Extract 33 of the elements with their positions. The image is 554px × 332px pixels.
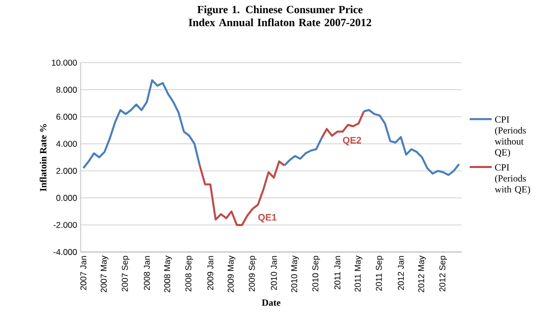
x-tick-label: 2008 Jan: [144, 256, 150, 290]
x-tick-label: 2012 Jan: [398, 256, 404, 290]
legend-label: CPI (Periods without QE): [494, 116, 526, 158]
annotation: QE2: [342, 136, 362, 146]
y-tick-label: 6.000: [56, 114, 77, 120]
y-tick-label: 2.000: [56, 168, 77, 174]
x-tick-label: 2012 Sep: [439, 256, 448, 292]
x-tick-label: 2012 May: [418, 256, 426, 292]
x-tick-label: 2010 Jan: [270, 256, 277, 290]
x-axis-title: Date: [262, 300, 280, 306]
chart-title: Figure 1. Chinese Consumer Price Index Annual Inflaton Rate 2007-2012: [188, 6, 372, 26]
y-tick-label: 4.000: [56, 140, 77, 147]
x-tick-label: 2009 May: [228, 256, 236, 292]
y-tick-label: -2.000: [54, 222, 77, 228]
annotation: QE1: [258, 214, 277, 222]
x-tick-label: 2007 Jan: [80, 256, 86, 290]
x-tick-label: 2011 Sep: [376, 256, 384, 291]
x-tick-label: 2011 May: [354, 256, 362, 292]
x-tick-label: 2009 Jan: [207, 256, 214, 290]
x-tick-label: 2011 Jan: [334, 256, 340, 290]
y-axis-title: Inflatoin Rate %: [40, 124, 46, 192]
x-tick-label: 2007 Sep: [122, 256, 130, 292]
y-tick-label: 8.000: [56, 86, 77, 93]
x-tick-label: 2010 Sep: [312, 256, 320, 292]
x-tick-label: 2008 Sep: [185, 256, 194, 292]
x-tick-label: 2010 May: [291, 256, 299, 292]
y-tick-label: 10.000: [52, 60, 77, 66]
y-tick-label: 0.000: [56, 194, 77, 201]
y-tick-label: -4.000: [54, 249, 77, 255]
x-tick-label: 2009 Sep: [248, 256, 257, 292]
legend-label: CPI (Periods with QE): [494, 164, 530, 194]
x-tick-label: 2008 May: [164, 256, 172, 292]
x-tick-label: 2007 May: [100, 256, 108, 292]
